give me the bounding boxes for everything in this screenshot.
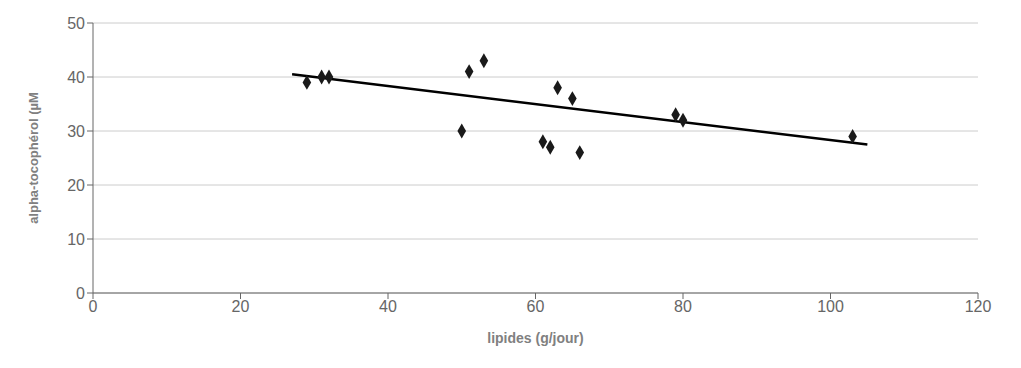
svg-text:100: 100 xyxy=(817,298,844,315)
svg-text:80: 80 xyxy=(674,298,692,315)
svg-text:120: 120 xyxy=(965,298,992,315)
svg-text:0: 0 xyxy=(76,285,85,302)
svg-text:alpha-tocophérol (µM: alpha-tocophérol (µM xyxy=(26,92,41,224)
svg-text:50: 50 xyxy=(67,15,85,32)
svg-text:40: 40 xyxy=(379,298,397,315)
svg-text:0: 0 xyxy=(89,298,98,315)
svg-text:10: 10 xyxy=(67,231,85,248)
svg-text:20: 20 xyxy=(232,298,250,315)
svg-text:lipides (g/jour): lipides (g/jour) xyxy=(487,330,583,346)
svg-text:40: 40 xyxy=(67,69,85,86)
svg-text:60: 60 xyxy=(527,298,545,315)
svg-text:20: 20 xyxy=(67,177,85,194)
svg-text:30: 30 xyxy=(67,123,85,140)
